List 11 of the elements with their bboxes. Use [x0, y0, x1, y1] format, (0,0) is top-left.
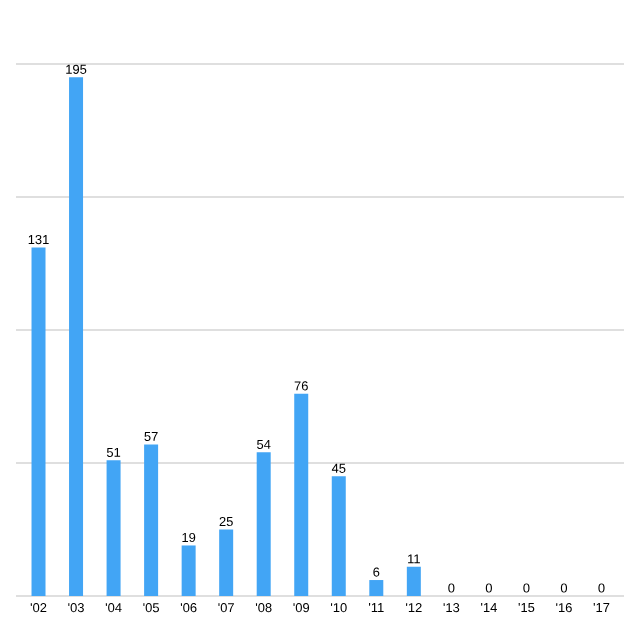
bar [406, 566, 421, 596]
bar [69, 77, 84, 596]
bar [256, 452, 271, 596]
bar [219, 529, 234, 596]
bar [331, 476, 346, 596]
bar [181, 545, 196, 596]
bar [144, 444, 159, 596]
bar [294, 393, 309, 596]
bar [31, 247, 46, 596]
bar [369, 580, 384, 596]
bar [106, 460, 121, 596]
